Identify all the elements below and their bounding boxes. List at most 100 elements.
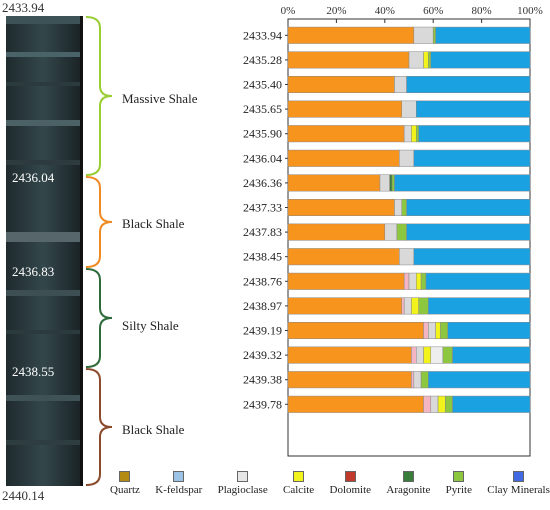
bar-segment — [423, 395, 432, 413]
bar-segment — [416, 100, 531, 118]
bar-segment — [411, 346, 417, 364]
y-tick-label: 2435.90 — [243, 127, 282, 141]
legend-item: Dolomite — [329, 470, 372, 496]
bar-segment — [287, 272, 405, 290]
bar-segment — [430, 51, 531, 69]
legend-item: Calcite — [283, 470, 315, 496]
bar-segment — [287, 322, 424, 339]
bar-segment — [287, 149, 400, 167]
legend-label: Plagioclase — [217, 483, 268, 496]
legend-label: Dolomite — [329, 483, 372, 496]
bar-segment — [287, 76, 395, 93]
bar-segment — [442, 346, 453, 364]
bar-segment — [435, 322, 441, 339]
legend-label: Aragonite — [386, 483, 431, 496]
bar-segment — [408, 272, 417, 290]
bar-segment — [287, 125, 405, 143]
facies-brace — [85, 176, 113, 268]
bar-segment — [379, 174, 390, 192]
bar-segment — [445, 395, 453, 413]
bar-segment — [420, 371, 429, 389]
bar-segment — [406, 199, 531, 216]
legend-swatch — [402, 470, 414, 482]
bar-segment — [423, 322, 429, 339]
bar-segment — [413, 26, 434, 44]
bar-segment — [430, 395, 439, 413]
bar-segment — [399, 248, 415, 266]
bar-segment — [428, 371, 531, 389]
y-tick-label: 2438.45 — [243, 250, 282, 264]
x-tick-label: 100% — [517, 5, 543, 17]
bar-segment — [401, 100, 417, 118]
y-tick-label: 2439.19 — [243, 324, 282, 338]
legend-item: Clay Minerals — [487, 470, 550, 496]
facies-brace — [85, 268, 113, 368]
legend-item: Pyrite — [446, 470, 472, 496]
bar-segment — [452, 395, 531, 413]
depth-top-label: 2433.94 — [2, 0, 45, 15]
legend-swatch — [344, 470, 356, 482]
bar-segment — [425, 272, 531, 290]
bar-segment — [401, 297, 405, 315]
bar-segment — [287, 248, 400, 266]
y-tick-label: 2437.83 — [243, 225, 282, 239]
legend-swatch — [293, 470, 305, 482]
facies-brace — [85, 368, 113, 486]
bar-segment — [418, 297, 429, 315]
y-tick-label: 2435.28 — [243, 53, 282, 67]
facies-label: Black Shale — [122, 422, 185, 437]
bar-segment — [384, 223, 398, 241]
y-tick-label: 2435.40 — [243, 78, 282, 92]
y-tick-label: 2439.32 — [243, 348, 282, 362]
bar-segment — [287, 395, 424, 413]
bar-segment — [401, 199, 407, 216]
legend-item: Plagioclase — [217, 470, 268, 496]
bar-segment — [408, 51, 424, 69]
bar-segment — [399, 149, 415, 167]
x-tick-label: 20% — [326, 5, 346, 17]
bar-segment — [287, 51, 410, 69]
legend-item: K-feldspar — [155, 470, 202, 496]
bar-segment — [287, 346, 412, 364]
legend-swatch — [119, 470, 131, 482]
bar-segment — [287, 199, 395, 216]
bar-segment — [287, 26, 415, 44]
bar-segment — [440, 322, 448, 339]
bar-segment — [287, 371, 412, 389]
legend-swatch — [453, 470, 465, 482]
y-tick-label: 2439.38 — [243, 373, 282, 387]
y-tick-label: 2436.04 — [243, 151, 282, 165]
depth-boundary-label: 2438.55 — [12, 364, 55, 379]
bar-segment — [389, 174, 393, 192]
legend-label: Calcite — [283, 483, 315, 496]
bar-segment — [394, 76, 407, 93]
bar-segment — [423, 346, 432, 364]
bar-segment — [413, 371, 422, 389]
legend-swatch — [173, 470, 185, 482]
bar-segment — [413, 149, 531, 167]
y-tick-label: 2438.97 — [243, 299, 282, 313]
bar-segment — [428, 322, 436, 339]
legend-label: Clay Minerals — [487, 483, 550, 496]
bar-segment — [413, 248, 531, 266]
bar-segment — [406, 76, 531, 93]
bar-segment — [452, 346, 531, 364]
bar-segment — [428, 51, 432, 69]
y-tick-label: 2436.36 — [243, 176, 282, 190]
y-tick-label: 2437.33 — [243, 201, 282, 215]
bar-segment — [447, 322, 531, 339]
bar-segment — [437, 395, 446, 413]
legend-swatch — [513, 470, 525, 482]
depth-boundary-label: 2436.83 — [12, 264, 55, 279]
bar-segment — [435, 26, 531, 44]
bar-segment — [411, 125, 417, 143]
mineral-composition-chart: 0% 20% 40% 60% 80% 100% 2433.94 2435.28 2435.40 2… — [243, 5, 543, 457]
bar-segment — [403, 272, 410, 290]
x-tick-label: 80% — [472, 5, 492, 17]
core-image-panel: 2433.94 2436.04 2436.83 2438.55 2440.14 — [0, 0, 100, 505]
bar-segment — [287, 223, 386, 241]
bar-segment — [428, 297, 531, 315]
legend-swatch — [237, 470, 249, 482]
bar-segment — [432, 26, 436, 44]
